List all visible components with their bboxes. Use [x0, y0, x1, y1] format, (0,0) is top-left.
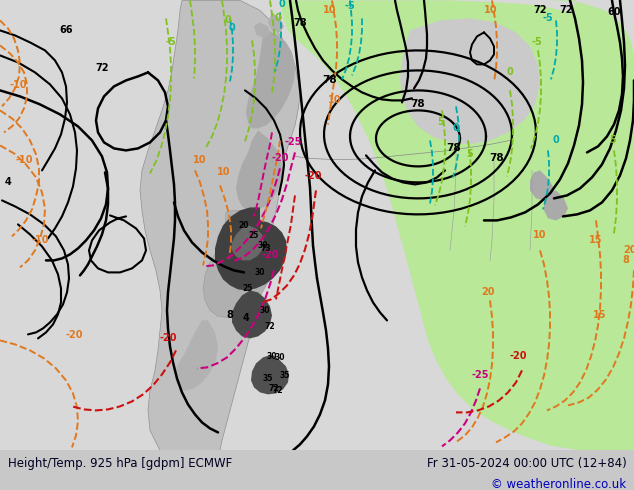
Text: 30: 30 [258, 241, 268, 250]
Text: -5: -5 [543, 13, 553, 24]
Text: -20: -20 [159, 333, 177, 343]
Text: 0: 0 [278, 0, 285, 9]
Text: -5: -5 [532, 37, 542, 48]
Text: 10: 10 [323, 5, 337, 15]
Text: 30: 30 [260, 306, 270, 315]
Polygon shape [268, 12, 284, 32]
Text: 72: 72 [559, 5, 573, 15]
Text: -10: -10 [10, 80, 27, 90]
Text: 10: 10 [484, 5, 498, 15]
Polygon shape [522, 0, 634, 130]
Text: -10: -10 [31, 235, 49, 245]
Text: 10: 10 [193, 155, 207, 166]
Text: Height/Temp. 925 hPa [gdpm] ECMWF: Height/Temp. 925 hPa [gdpm] ECMWF [8, 457, 232, 469]
Text: 25: 25 [249, 231, 259, 240]
Text: -20: -20 [271, 153, 288, 163]
Text: 72: 72 [269, 384, 280, 393]
Text: -5: -5 [345, 1, 356, 11]
Text: 20: 20 [481, 288, 495, 297]
Text: 35: 35 [280, 371, 290, 380]
Polygon shape [400, 19, 540, 145]
Polygon shape [251, 354, 289, 394]
Text: Fr 31-05-2024 00:00 UTC (12+84): Fr 31-05-2024 00:00 UTC (12+84) [427, 457, 626, 469]
Text: 78: 78 [411, 99, 425, 109]
Text: 5: 5 [610, 135, 616, 146]
Text: 4: 4 [243, 314, 249, 323]
Polygon shape [254, 23, 270, 38]
Text: -20: -20 [304, 172, 321, 181]
Text: -10: -10 [15, 155, 33, 166]
Text: 0: 0 [275, 13, 281, 24]
Text: 15: 15 [593, 310, 607, 320]
Polygon shape [140, 0, 300, 450]
Text: 0: 0 [224, 15, 231, 25]
Text: © weatheronline.co.uk: © weatheronline.co.uk [491, 478, 626, 490]
Text: 8: 8 [226, 310, 233, 320]
Text: 78: 78 [489, 153, 504, 163]
Polygon shape [246, 30, 295, 128]
Text: 4: 4 [4, 177, 11, 187]
Polygon shape [236, 130, 282, 210]
Polygon shape [0, 0, 634, 450]
Text: 0: 0 [507, 68, 514, 77]
Text: 30: 30 [267, 352, 277, 361]
Polygon shape [544, 191, 568, 220]
Polygon shape [530, 171, 554, 200]
Polygon shape [215, 207, 287, 291]
Text: 5: 5 [437, 118, 444, 127]
Text: 8: 8 [623, 255, 630, 266]
Text: 0: 0 [553, 135, 559, 146]
Text: -20: -20 [65, 330, 83, 341]
Polygon shape [282, 0, 634, 450]
Text: 30: 30 [255, 268, 265, 277]
Text: -20: -20 [509, 351, 527, 362]
Text: -5: -5 [165, 37, 176, 48]
Text: 20: 20 [239, 221, 249, 230]
Text: 72: 72 [533, 5, 547, 15]
Text: 0: 0 [453, 123, 460, 133]
Text: 73: 73 [261, 244, 271, 253]
Text: 66: 66 [59, 25, 73, 35]
Text: 0: 0 [229, 24, 235, 33]
Text: -25: -25 [284, 137, 302, 147]
Text: 30: 30 [275, 353, 285, 362]
Text: 20: 20 [623, 245, 634, 255]
Text: 78: 78 [323, 75, 337, 85]
Polygon shape [175, 320, 218, 391]
Text: 60: 60 [607, 7, 621, 18]
Text: 10: 10 [533, 230, 547, 241]
Text: 78: 78 [447, 144, 462, 153]
Text: 15: 15 [589, 235, 603, 245]
Polygon shape [232, 225, 264, 260]
Text: 5: 5 [467, 149, 474, 159]
Text: 72: 72 [273, 386, 283, 395]
Text: 72: 72 [95, 63, 109, 74]
Text: 25: 25 [243, 284, 253, 293]
Polygon shape [370, 0, 600, 171]
Polygon shape [232, 291, 272, 339]
Polygon shape [203, 210, 272, 318]
Text: -20: -20 [261, 250, 279, 260]
Text: 35: 35 [263, 374, 273, 383]
Text: 10: 10 [328, 96, 342, 105]
Text: 10: 10 [217, 168, 231, 177]
Text: 72: 72 [264, 322, 275, 331]
Text: -25: -25 [471, 370, 489, 380]
Text: 78: 78 [293, 19, 307, 28]
